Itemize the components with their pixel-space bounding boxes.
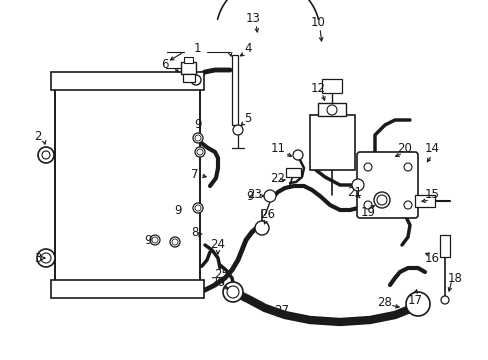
Text: 20: 20 [397,141,411,154]
Circle shape [38,147,54,163]
Circle shape [42,151,50,159]
Circle shape [152,237,158,243]
Circle shape [405,292,429,316]
Text: 26: 26 [260,208,275,221]
Text: 19: 19 [360,206,375,219]
Bar [321,79,341,93]
Circle shape [363,201,371,209]
Text: 23: 23 [247,189,262,202]
Text: 1: 1 [193,41,201,54]
Text: 6: 6 [161,58,168,72]
Circle shape [232,125,243,135]
Text: 15: 15 [424,189,439,202]
Circle shape [37,249,55,267]
Bar [309,115,354,170]
Text: 7: 7 [191,168,198,181]
Text: 21: 21 [347,185,362,198]
Circle shape [195,147,204,157]
Bar [231,55,238,125]
Circle shape [193,133,203,143]
Circle shape [376,195,386,205]
Circle shape [226,286,239,298]
Text: 22: 22 [270,171,285,184]
Bar [55,80,200,290]
Bar [183,74,195,82]
Text: 28: 28 [210,275,225,288]
Circle shape [403,201,411,209]
Bar [317,103,346,116]
Circle shape [440,296,448,304]
Bar [414,195,434,207]
Circle shape [197,149,203,155]
Bar [55,80,200,290]
Circle shape [195,135,201,141]
Text: 8: 8 [191,225,198,238]
Text: 25: 25 [214,269,229,282]
Circle shape [403,163,411,171]
Text: 16: 16 [424,252,439,265]
Bar [439,235,449,257]
Text: 9: 9 [194,118,202,131]
Text: 12: 12 [310,81,325,94]
Bar [51,280,203,298]
Circle shape [292,150,303,160]
Circle shape [264,190,275,202]
Text: 3: 3 [34,252,41,265]
Text: 10: 10 [310,15,325,28]
FancyBboxPatch shape [356,152,417,218]
Text: 27: 27 [274,303,289,316]
Circle shape [172,239,178,245]
Text: 28: 28 [377,296,392,309]
Circle shape [326,105,336,115]
Text: 9: 9 [174,203,182,216]
Text: 9: 9 [246,190,253,203]
Bar [285,168,301,177]
Circle shape [373,192,389,208]
Circle shape [193,203,203,213]
Circle shape [223,282,243,302]
Text: 14: 14 [424,141,439,154]
Circle shape [170,237,180,247]
Text: 11: 11 [270,141,285,154]
Circle shape [41,253,51,263]
Text: 9: 9 [144,234,151,247]
Text: 24: 24 [210,238,225,252]
Circle shape [351,179,363,191]
Bar [51,72,203,90]
Text: 17: 17 [407,293,422,306]
Text: 5: 5 [244,112,251,125]
Circle shape [254,221,268,235]
Bar [181,62,196,74]
Circle shape [195,205,201,211]
Bar [183,57,193,63]
Circle shape [150,235,160,245]
Circle shape [191,75,201,85]
Text: 13: 13 [245,12,260,24]
Text: 2: 2 [34,130,41,144]
Circle shape [363,163,371,171]
Text: 18: 18 [447,271,462,284]
Text: 4: 4 [244,41,251,54]
